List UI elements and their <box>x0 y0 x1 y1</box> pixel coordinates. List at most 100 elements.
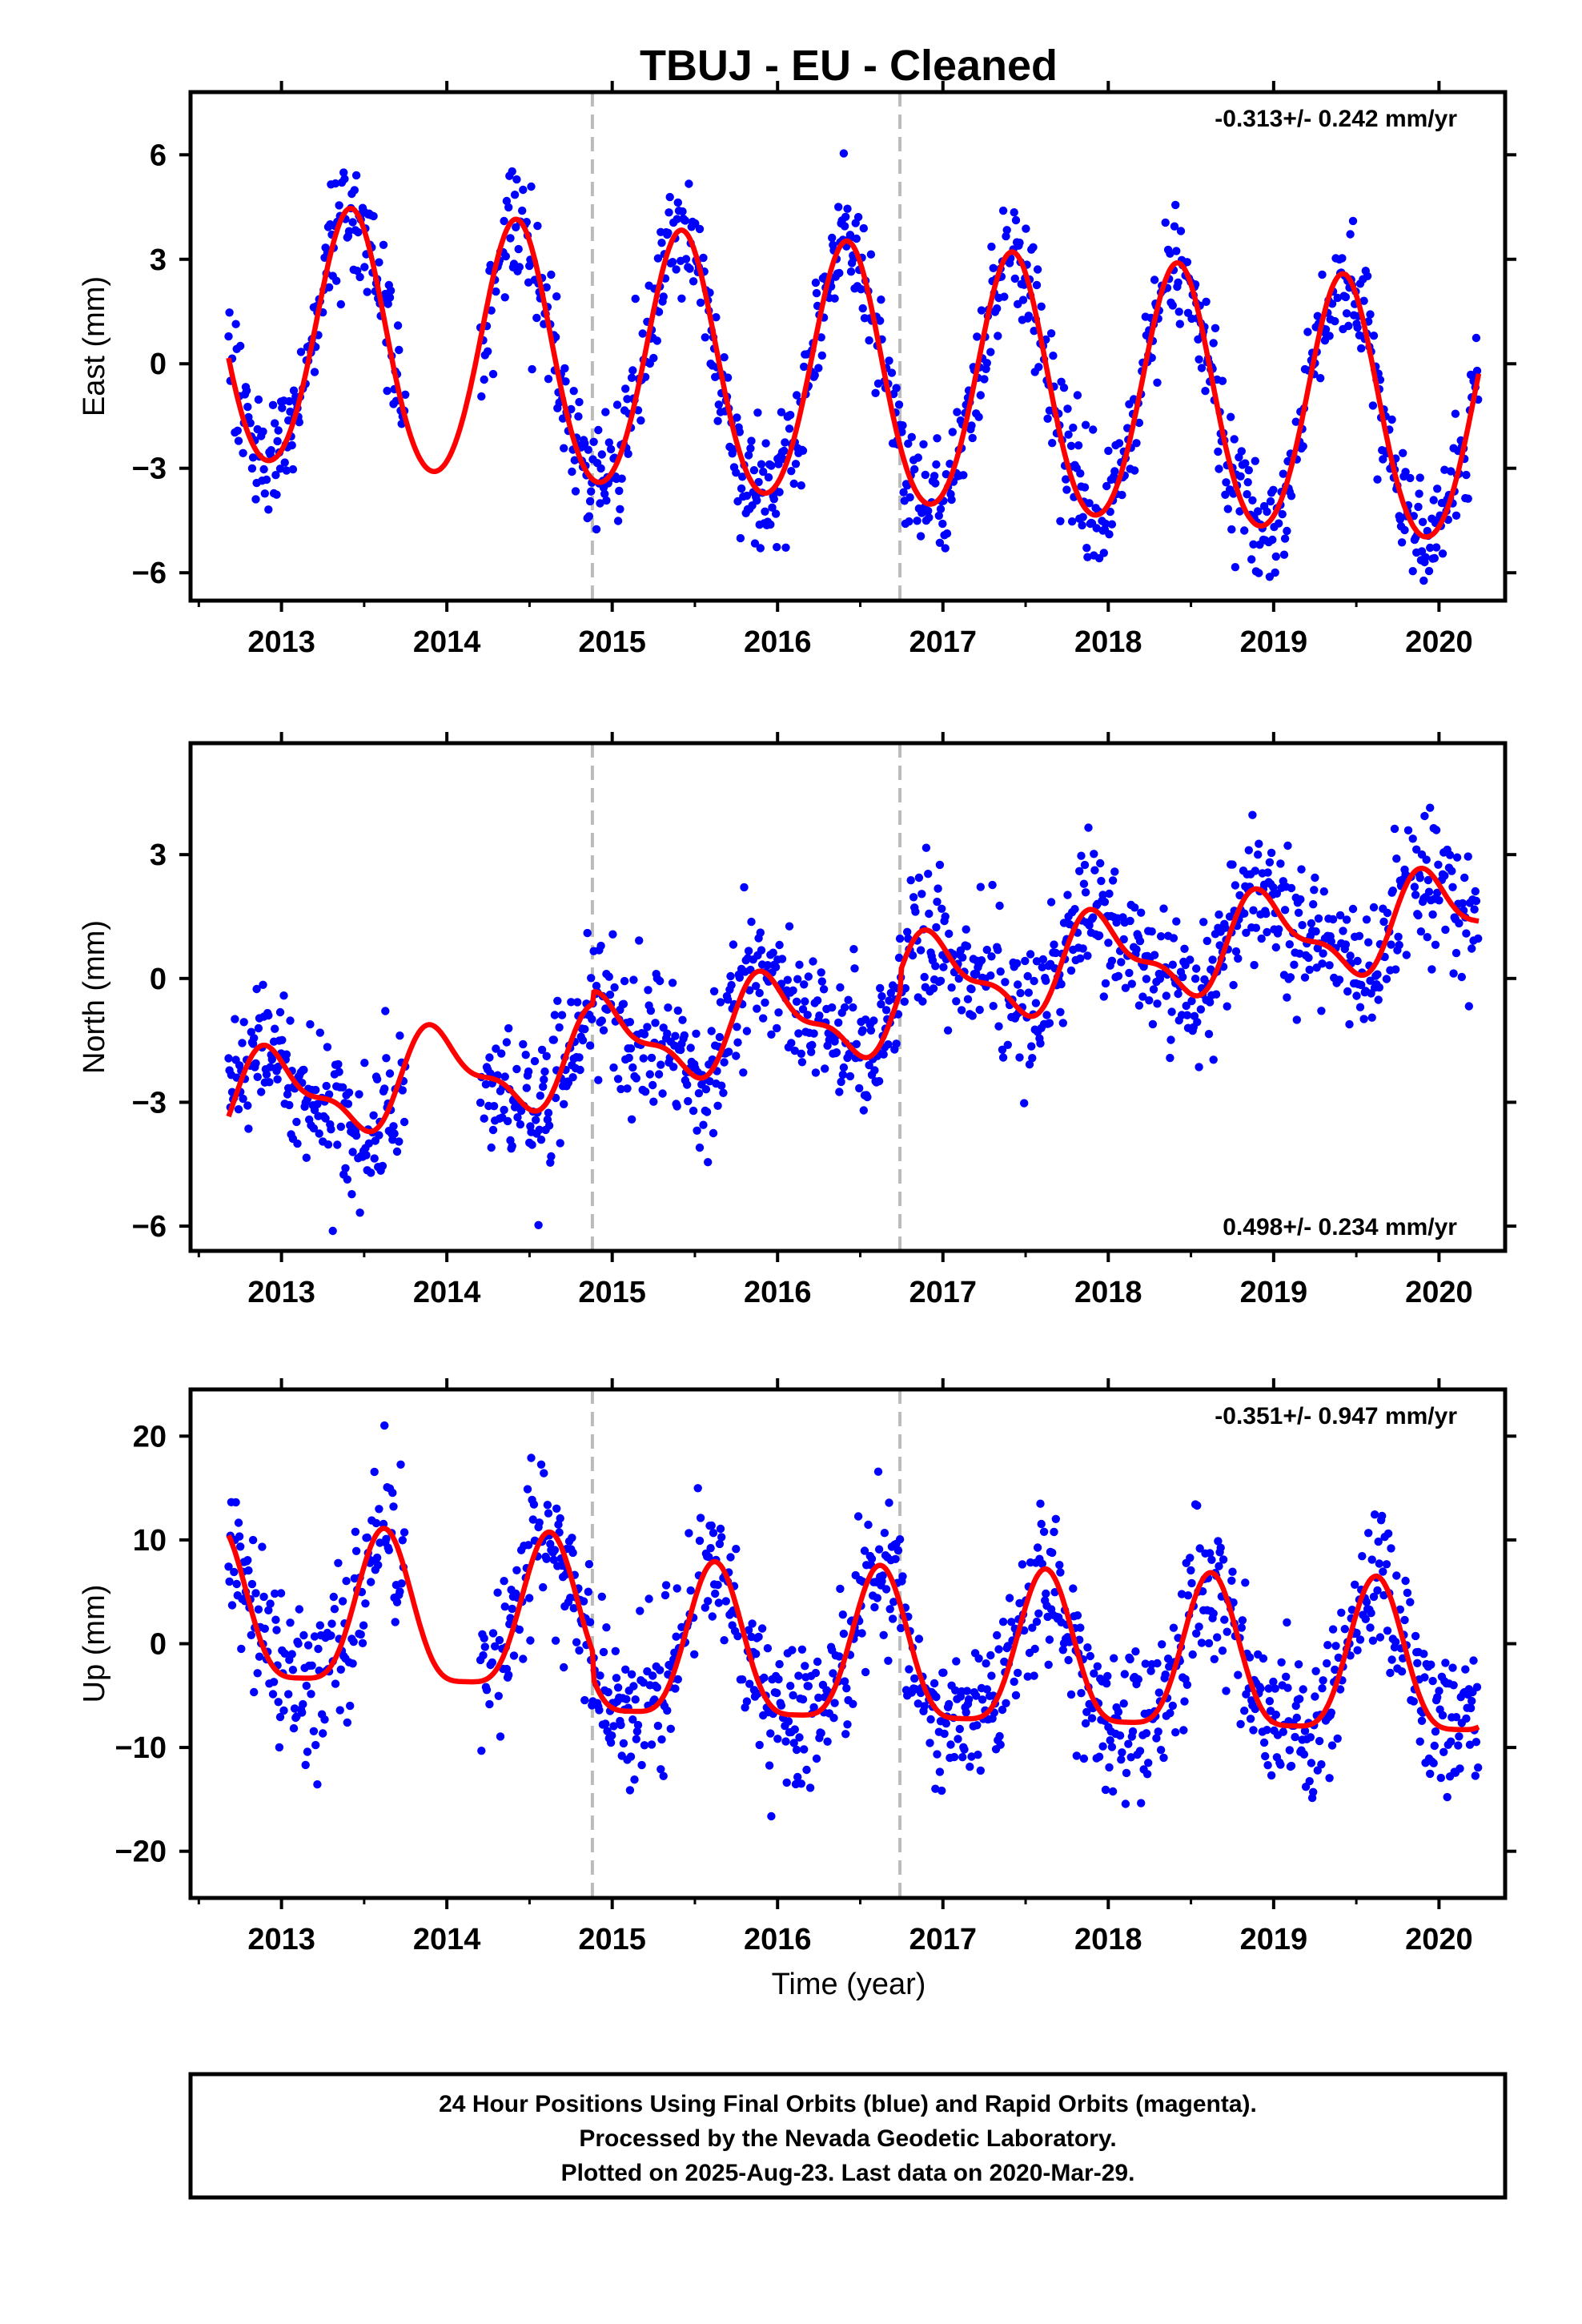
up-point-94 <box>320 1715 329 1724</box>
north-point-882 <box>1199 918 1208 927</box>
up-point-430 <box>748 1619 757 1628</box>
north-point-403 <box>701 1085 711 1094</box>
east-point-488 <box>798 446 808 455</box>
up-point-27 <box>248 1535 258 1545</box>
up-point-343 <box>648 1671 657 1680</box>
up-point-494 <box>812 1754 821 1763</box>
east-point-50 <box>278 404 287 412</box>
east-point-382 <box>696 298 705 308</box>
east-point-546 <box>853 212 863 222</box>
east-point-401 <box>714 400 723 409</box>
north-point-140 <box>360 1059 369 1068</box>
up-point-1017 <box>1346 1651 1355 1660</box>
up-point-979 <box>1307 1759 1316 1767</box>
north-point-195 <box>492 1044 500 1053</box>
north-point-745 <box>1058 1019 1068 1027</box>
north-point-285 <box>580 1024 589 1034</box>
up-point-159 <box>388 1488 397 1498</box>
north-point-796 <box>1107 956 1117 966</box>
east-point-895 <box>1223 505 1233 513</box>
north-point-309 <box>605 990 615 999</box>
north-point-1013 <box>1328 915 1338 924</box>
north-point-1091 <box>1414 911 1423 920</box>
north-point-337 <box>635 936 644 945</box>
up-point-367 <box>671 1684 680 1693</box>
east-point-39 <box>267 446 275 455</box>
up-point-1111 <box>1443 1792 1452 1802</box>
up-point-134 <box>361 1599 370 1608</box>
up-point-60 <box>284 1690 293 1699</box>
panel-north: 2013 2014 2015 2016 2017 2018 2019 2020−6−303No… <box>78 732 1516 1309</box>
north-point-479 <box>777 955 787 963</box>
up-point-893 <box>1216 1543 1225 1552</box>
north-point-204 <box>502 1038 512 1047</box>
up-point-470 <box>788 1646 797 1655</box>
east-point-222 <box>533 221 542 231</box>
north-point-1047 <box>1366 976 1375 985</box>
north-point-576 <box>879 1050 888 1059</box>
east-point-157 <box>386 286 396 296</box>
north-point-1054 <box>1373 970 1382 979</box>
up-point-1083 <box>1415 1737 1424 1746</box>
up-point-207 <box>515 1625 524 1634</box>
north-point-885 <box>1203 936 1212 946</box>
north-point-95 <box>315 1129 323 1138</box>
up-point-792 <box>1114 1707 1123 1716</box>
up-point-378 <box>685 1529 693 1538</box>
north-point-892 <box>1209 1055 1218 1064</box>
east-point-558 <box>866 250 876 259</box>
up-point-964 <box>1292 1713 1302 1723</box>
north-point-786 <box>1098 891 1107 899</box>
up-point-561 <box>880 1529 889 1538</box>
up-x-tick-label-2018: 2018 <box>1074 1923 1142 1956</box>
up-point-1093 <box>1426 1769 1435 1779</box>
north-point-854 <box>1169 934 1178 943</box>
east-point-25 <box>251 495 260 504</box>
up-point-679 <box>1002 1699 1010 1707</box>
north-point-494 <box>795 960 804 969</box>
up-point-863 <box>1187 1578 1196 1588</box>
east-point-339 <box>652 336 661 345</box>
east-point-421 <box>735 428 744 436</box>
east-point-57 <box>285 396 294 406</box>
up-point-1071 <box>1401 1576 1410 1586</box>
up-point-302 <box>606 1738 616 1747</box>
north-point-396 <box>694 1089 704 1098</box>
up-point-746 <box>1069 1584 1078 1593</box>
north-point-550 <box>855 1084 864 1093</box>
up-point-611 <box>933 1750 942 1759</box>
north-point-677 <box>982 945 992 955</box>
east-point-990 <box>1325 332 1334 340</box>
north-point-1071 <box>1391 965 1400 974</box>
up-point-897 <box>1220 1615 1229 1624</box>
north-point-146 <box>367 1168 375 1177</box>
north-point-929 <box>1244 846 1254 854</box>
north-point-17 <box>239 1094 247 1104</box>
up-point-33 <box>254 1605 263 1614</box>
north-point-326 <box>624 1053 633 1063</box>
north-point-193 <box>489 1102 499 1111</box>
north-point-216 <box>513 1113 522 1122</box>
north-point-958 <box>1271 943 1281 952</box>
east-point-353 <box>665 192 674 202</box>
north-point-1134 <box>1458 899 1468 908</box>
north-point-771 <box>1084 823 1093 832</box>
north-point-611 <box>917 890 926 899</box>
up-point-844 <box>1169 1623 1178 1632</box>
north-point-120 <box>341 1164 350 1173</box>
up-point-354 <box>659 1771 668 1780</box>
up-point-21 <box>243 1556 252 1565</box>
north-point-980 <box>1294 908 1303 918</box>
east-point-1030 <box>1366 310 1375 319</box>
up-point-898 <box>1222 1687 1231 1695</box>
east-point-871 <box>1201 387 1210 396</box>
north-point-357 <box>656 976 665 986</box>
east-point-206 <box>515 263 524 271</box>
up-point-457 <box>774 1675 783 1684</box>
north-point-368 <box>668 979 677 987</box>
east-point-340 <box>653 254 663 263</box>
up-point-335 <box>637 1760 646 1770</box>
north-point-661 <box>968 1011 977 1020</box>
up-point-395 <box>708 1612 717 1621</box>
east-point-460 <box>771 509 781 518</box>
